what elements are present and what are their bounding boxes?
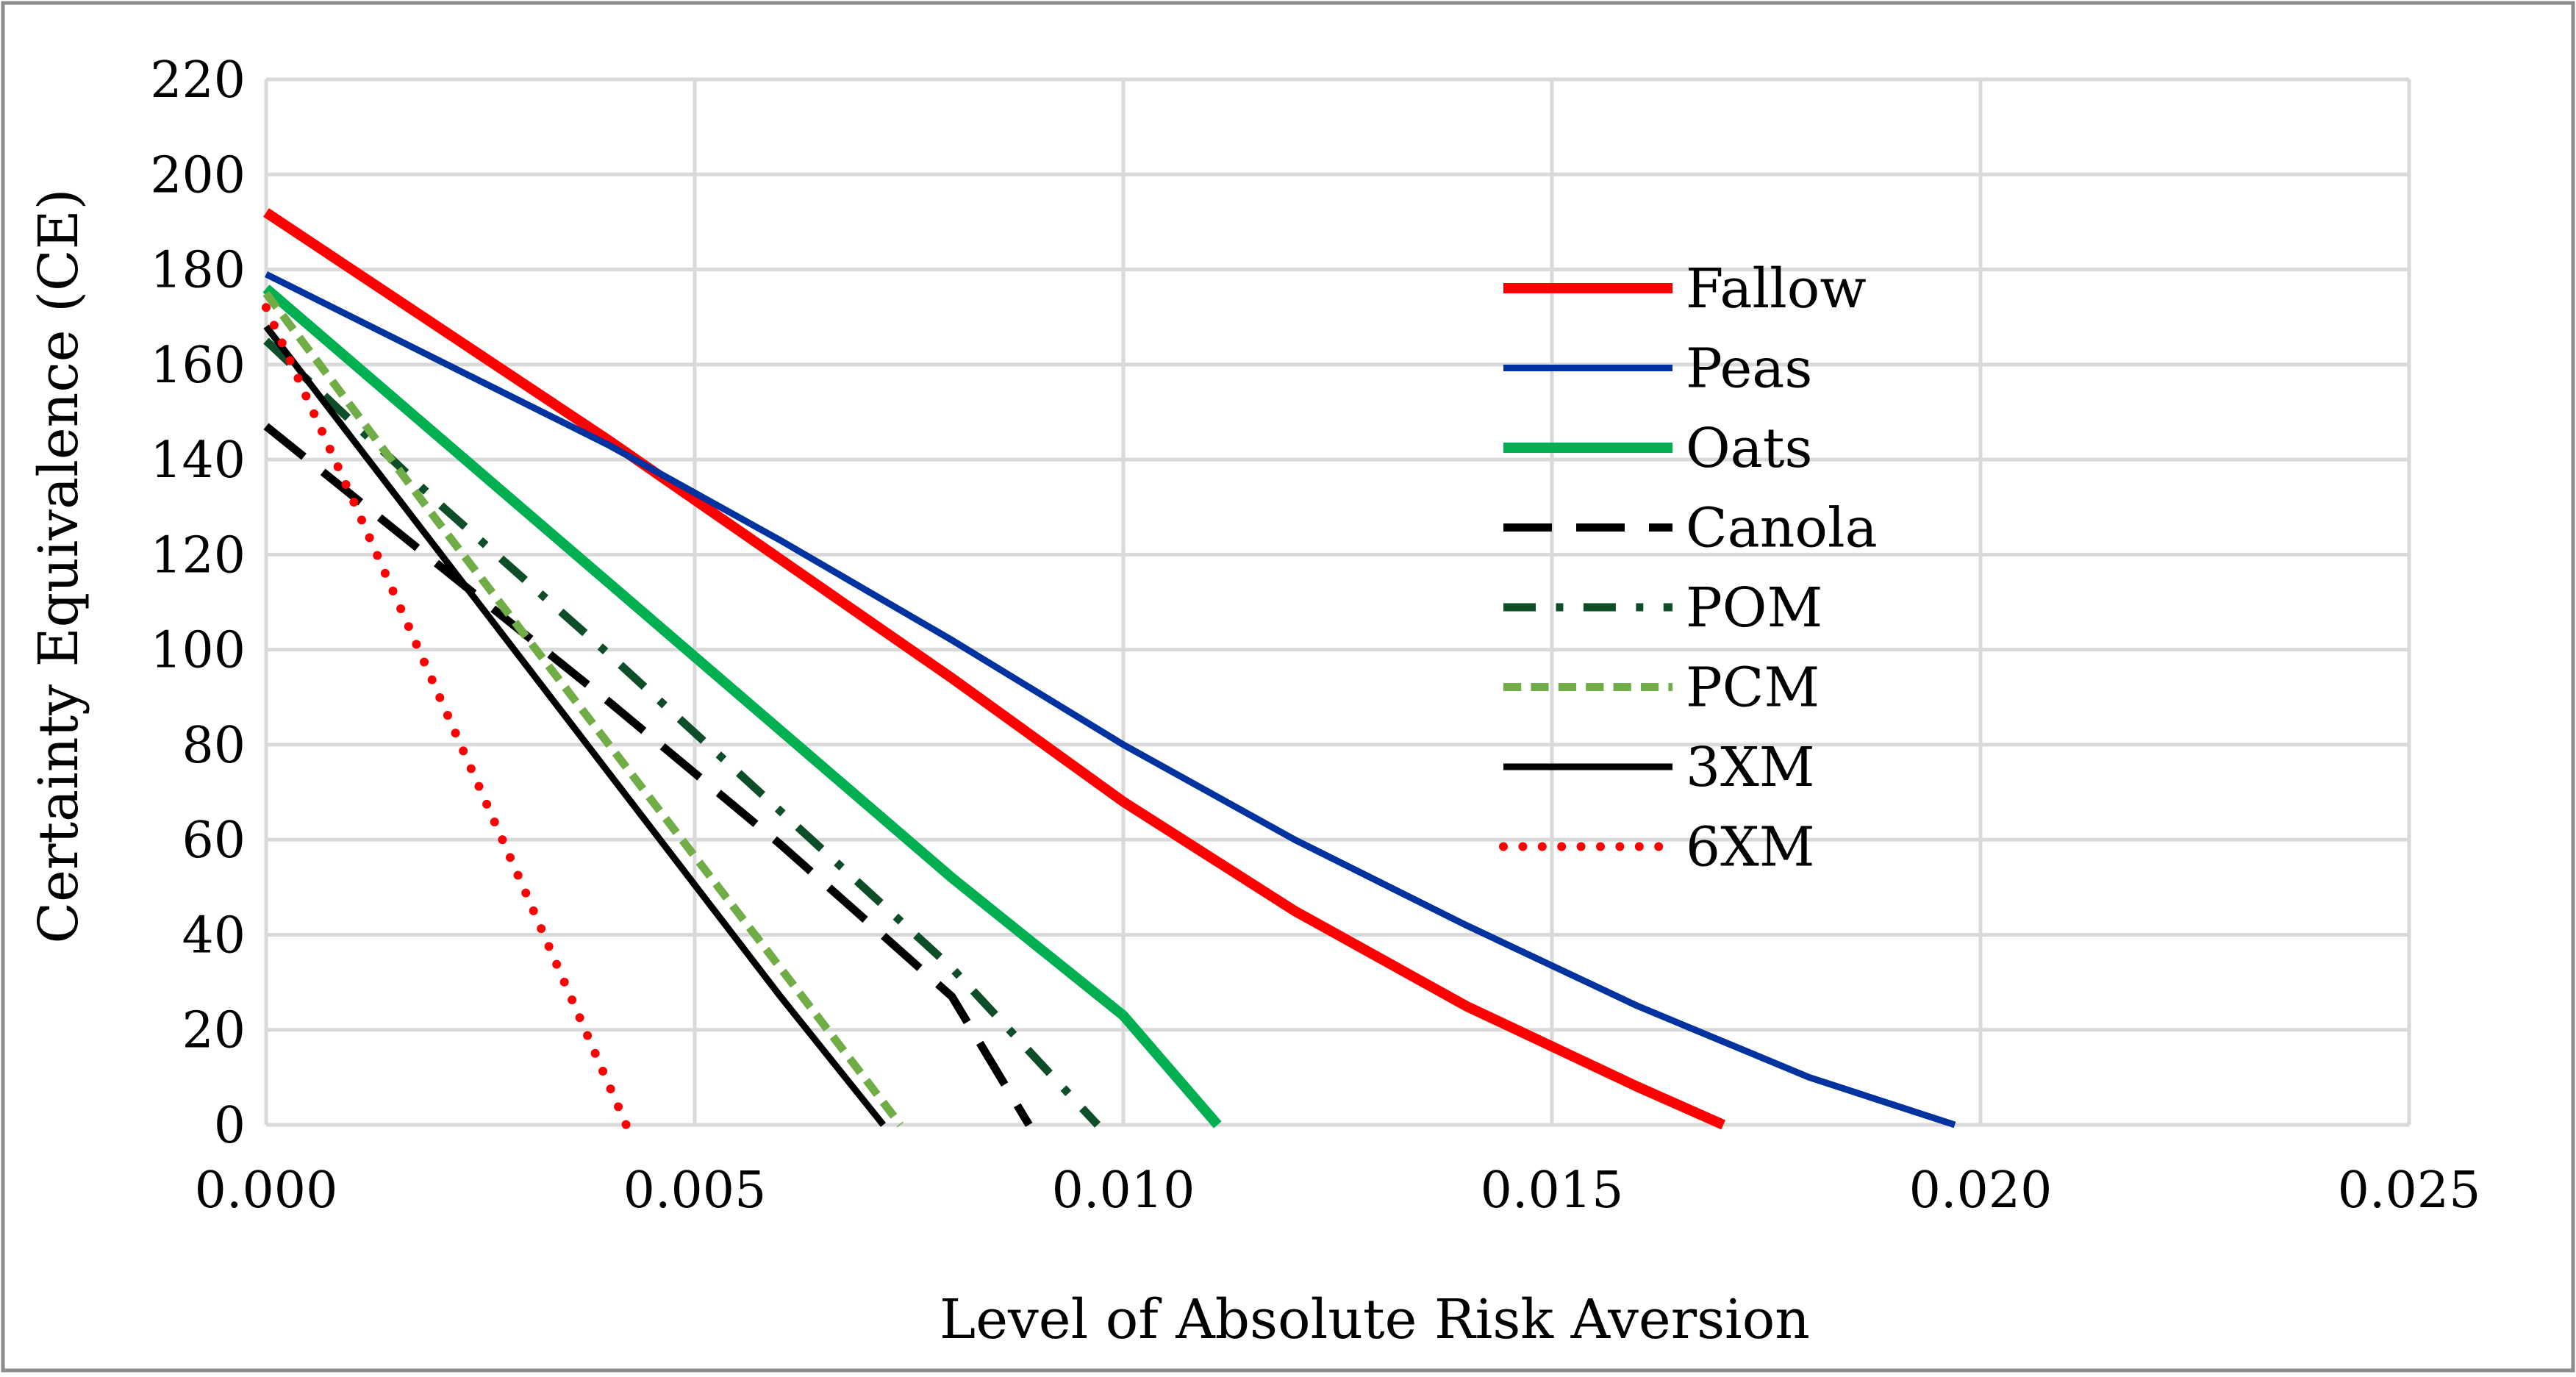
- y-tick-label: 80: [182, 717, 246, 775]
- y-tick-label: 20: [182, 1002, 246, 1060]
- x-tick-label: 0.010: [1052, 1162, 1195, 1220]
- y-tick-label: 200: [150, 146, 246, 204]
- legend-label-pom: POM: [1686, 576, 1822, 640]
- x-axis-title: Level of Absolute Risk Aversion: [940, 1288, 1810, 1351]
- x-tick-label: 0.000: [195, 1162, 338, 1220]
- series-line-6xm: [262, 303, 631, 1129]
- series-line-canola: [263, 423, 1033, 1127]
- y-tick-label: 160: [150, 337, 246, 395]
- x-tick-label: 0.020: [1909, 1162, 2053, 1220]
- x-tick-label: 0.025: [2338, 1162, 2481, 1220]
- x-tick-label: 0.015: [1481, 1162, 1624, 1220]
- series-line-pom: [263, 337, 1101, 1128]
- legend-label-3xm: 3XM: [1686, 736, 1815, 799]
- gridlines: [264, 77, 2411, 1125]
- x-tick-label: 0.005: [623, 1162, 767, 1220]
- series-line-peas: [264, 271, 1956, 1129]
- legend-label-fallow: Fallow: [1686, 257, 1867, 321]
- series-line-oats: [262, 285, 1222, 1129]
- series-line-fallow: [263, 208, 1726, 1130]
- legend: Fallow Peas Oats Canola POM PCM 3XM 6XM: [1499, 257, 1878, 879]
- legend-label-oats: Oats: [1686, 417, 1813, 480]
- series-lines: [262, 208, 1956, 1130]
- y-tick-label: 140: [150, 432, 246, 490]
- y-tick-label: 40: [182, 906, 246, 965]
- y-axis-title: Certainty Equivalence (CE): [27, 189, 90, 944]
- y-tick-label: 60: [182, 812, 246, 870]
- legend-label-peas: Peas: [1686, 337, 1812, 401]
- y-tick-label: 100: [150, 622, 246, 680]
- y-tick-label: 180: [150, 242, 246, 300]
- y-tick-label: 120: [150, 526, 246, 584]
- series-line-pcm: [262, 290, 904, 1128]
- legend-label-canola: Canola: [1686, 497, 1878, 560]
- legend-label-pcm: PCM: [1686, 657, 1820, 720]
- legend-label-6xm: 6XM: [1686, 816, 1815, 879]
- axes: 0 20 40 60 80 100 120 140 160 180 200 220 0.000 0.005…: [150, 51, 2480, 1220]
- series-line-3xm: [263, 324, 887, 1127]
- y-tick-label: 220: [150, 51, 246, 110]
- y-tick-label: 0: [214, 1097, 246, 1155]
